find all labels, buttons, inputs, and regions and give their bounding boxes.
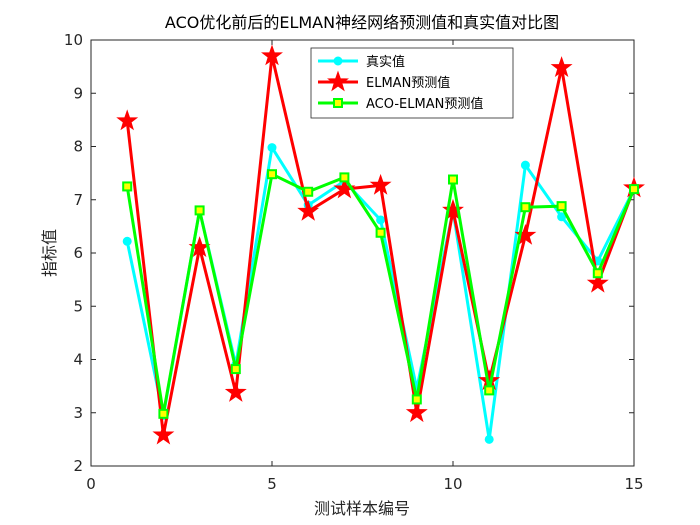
watermark: 天天Matlab @稀土掘金技术社区: [562, 484, 692, 520]
legend-entry: ELMAN预测值: [366, 75, 450, 91]
watermark-line1: 天天Matlab: [588, 488, 653, 502]
data-point: [405, 401, 428, 423]
y-tick-label: 6: [73, 244, 83, 262]
data-point: [224, 380, 247, 402]
y-axis: 2 3 4 5 6 7 8 9 10: [64, 31, 634, 475]
data-point: [448, 174, 458, 185]
x-tick-label: 15: [624, 475, 643, 493]
y-axis-label: 指标值: [40, 229, 59, 277]
data-point: [267, 169, 277, 180]
data-point: [194, 205, 205, 216]
data-point: [152, 423, 175, 445]
data-point: [550, 56, 573, 78]
data-point: [592, 268, 603, 279]
legend-marker: [327, 70, 349, 92]
chart-title: ACO优化前后的ELMAN神经网络预测值和真实值对比图: [165, 13, 559, 32]
x-tick-label: 10: [443, 475, 462, 493]
wechat-icon: [562, 484, 582, 504]
data-point: [629, 184, 639, 195]
data-point: [375, 227, 386, 238]
data-point: [267, 143, 277, 153]
x-tick-label: 0: [86, 475, 96, 493]
data-point: [261, 44, 283, 66]
series-layer: [116, 44, 645, 445]
data-point: [514, 223, 537, 245]
y-tick-label: 7: [73, 191, 83, 209]
data-point: [158, 408, 169, 419]
data-point: [230, 364, 241, 375]
data-point: [122, 181, 133, 192]
y-tick-label: 2: [73, 457, 83, 475]
data-point: [586, 271, 609, 293]
y-tick-label: 8: [73, 138, 83, 156]
x-axis: 0 5 10 15: [86, 40, 644, 493]
data-point: [303, 186, 314, 197]
data-point: [376, 215, 386, 225]
legend-entry: 真实值: [366, 54, 405, 70]
series-3: [122, 169, 639, 419]
watermark-line2: @稀土掘金技术社区: [584, 505, 692, 520]
data-point: [520, 202, 531, 213]
legend-marker: [333, 56, 343, 66]
y-tick-label: 4: [73, 351, 83, 369]
data-point: [369, 173, 392, 195]
data-point: [116, 109, 139, 131]
y-tick-label: 3: [73, 404, 83, 422]
legend-marker: [333, 98, 343, 108]
data-point: [297, 199, 320, 221]
data-point: [411, 394, 422, 405]
data-point: [484, 385, 495, 396]
x-tick-label: 5: [267, 475, 277, 493]
y-tick-label: 10: [64, 31, 83, 49]
data-point: [556, 201, 567, 212]
data-point: [520, 160, 530, 170]
legend: 真实值 ELMAN预测值 ACO-ELMAN预测值: [310, 47, 514, 119]
data-point: [339, 172, 350, 183]
y-tick-label: 5: [73, 297, 83, 315]
data-point: [122, 236, 132, 246]
data-point: [442, 198, 464, 220]
y-tick-label: 9: [73, 84, 83, 102]
x-axis-label: 测试样本编号: [314, 499, 410, 518]
data-point: [484, 434, 494, 444]
data-point: [557, 212, 567, 222]
legend-entry: ACO-ELMAN预测值: [366, 96, 483, 112]
